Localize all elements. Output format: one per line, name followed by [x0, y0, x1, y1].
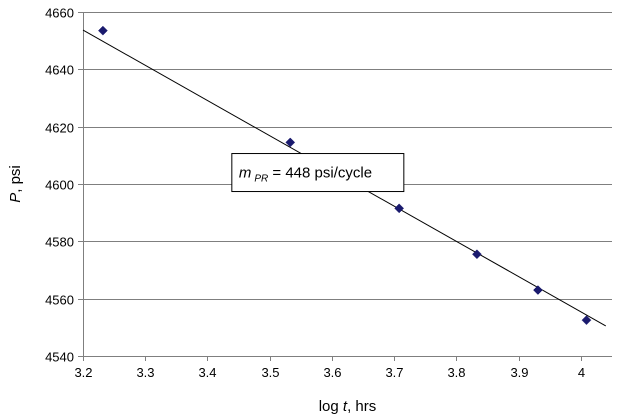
data-points	[98, 25, 592, 326]
data-point	[285, 137, 296, 148]
annotation-value: = 448 psi/cycle	[268, 165, 372, 182]
y-tick-label: 4660	[45, 6, 74, 21]
data-point	[394, 203, 405, 214]
annotation-text: m PR = 448 psi/cycle	[239, 165, 372, 185]
x-axis-title: log t, hrs	[319, 398, 377, 415]
x-axis-title-suffix: , hrs	[347, 398, 376, 415]
data-point	[472, 249, 482, 260]
x-axis-title-prefix: log	[319, 398, 343, 415]
x-tick-label: 3.6	[323, 365, 341, 380]
data-point	[533, 285, 543, 295]
y-tick-label: 4600	[45, 178, 74, 193]
grid-lines	[83, 12, 612, 357]
data-point	[98, 25, 108, 36]
annotation-var: m	[239, 165, 252, 182]
tick-labels: 4540 4560 4580 4600 4620 4640 4660 3.2 3.3 3.4 3.5…	[45, 6, 585, 381]
y-tick-label: 4620	[45, 121, 74, 136]
y-axis-title-var: P	[7, 193, 24, 203]
x-tick-label: 4	[578, 365, 585, 380]
y-tick-label: 4560	[45, 293, 74, 308]
y-tick-label: 4540	[45, 350, 74, 365]
x-tick-label: 3.8	[447, 365, 465, 380]
x-tick-label: 3.2	[74, 365, 92, 380]
y-tick-label: 4580	[45, 235, 74, 250]
x-tick-label: 3.7	[385, 365, 403, 380]
axes	[78, 12, 612, 361]
x-tick-label: 3.3	[136, 365, 154, 380]
x-axis-title-var: t	[343, 398, 348, 415]
y-axis-title-suffix: , psi	[7, 165, 24, 193]
x-tick-label: 3.4	[198, 365, 216, 380]
data-point	[581, 315, 592, 326]
y-axis-title: P, psi	[7, 165, 24, 203]
y-tick-label: 4640	[45, 63, 74, 78]
x-tick-label: 3.9	[510, 365, 528, 380]
x-tick-label: 3.5	[261, 365, 279, 380]
annotation-box	[231, 153, 405, 193]
annotation-subscript: PR	[254, 174, 268, 185]
